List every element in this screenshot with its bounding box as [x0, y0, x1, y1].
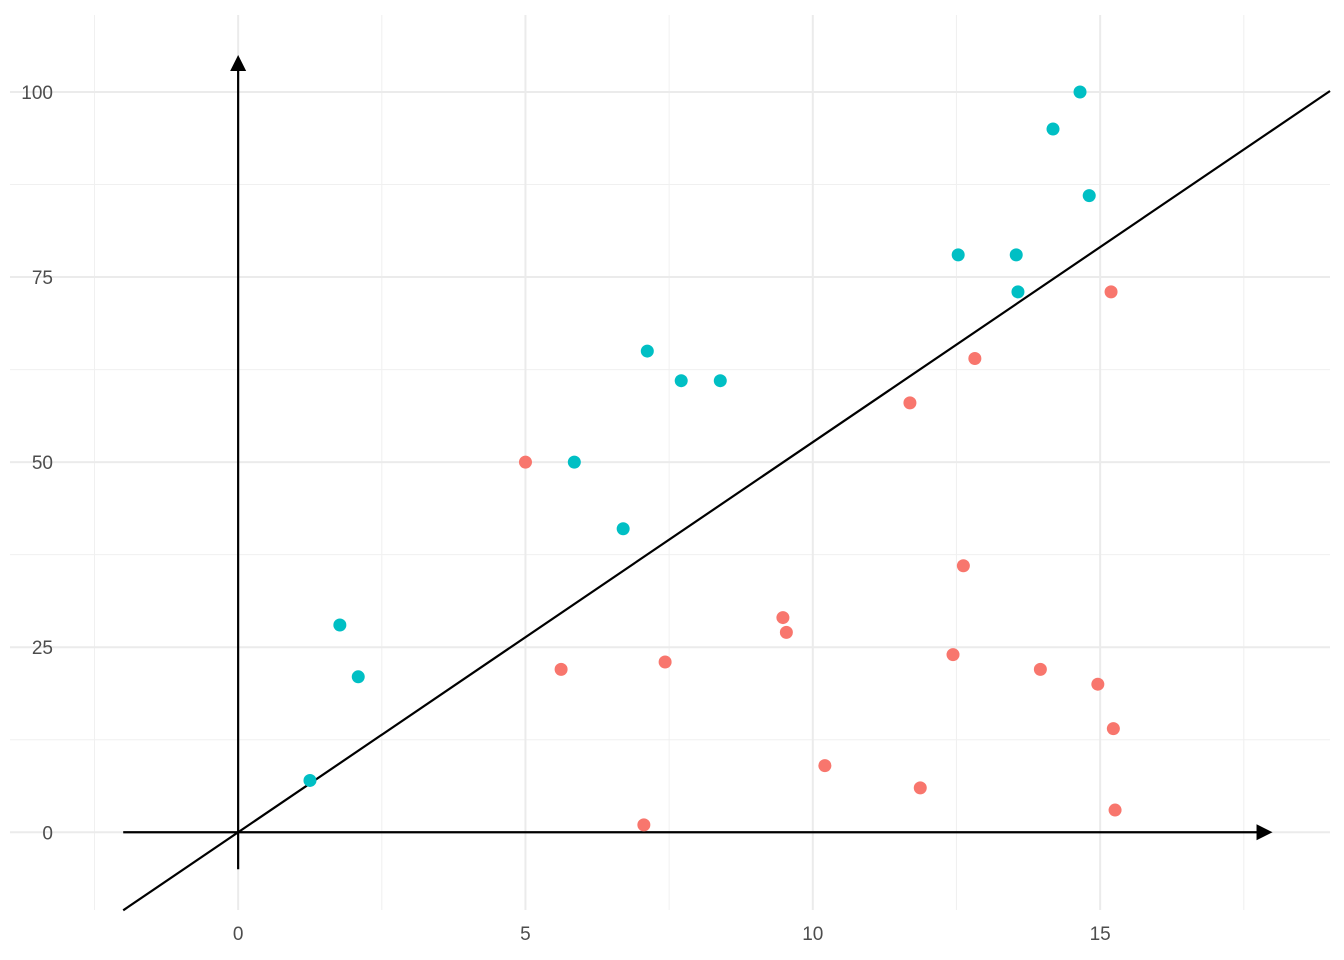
x-tick-label: 15 [1090, 924, 1111, 945]
data-point-above [1011, 285, 1025, 299]
data-point-above [640, 344, 654, 358]
data-point-below [779, 625, 793, 639]
x-tick-label: 0 [233, 924, 244, 945]
data-point-below [968, 351, 982, 365]
data-point-below [1033, 662, 1047, 676]
y-tick-label: 100 [21, 83, 53, 104]
grid [10, 15, 1330, 910]
data-point-above [674, 374, 688, 388]
x-tick-label: 5 [520, 924, 531, 945]
data-point-above [1046, 122, 1060, 136]
y-tick-label: 50 [32, 453, 53, 474]
reference-line [122, 90, 1331, 912]
data-point-below [1106, 722, 1120, 736]
y-tick-label: 75 [32, 268, 53, 289]
data-point-below [818, 759, 832, 773]
data-point-below [1108, 803, 1122, 817]
data-point-below [658, 655, 672, 669]
data-point-above [616, 522, 630, 536]
data-point-above [567, 455, 581, 469]
tick-labels: 0 5 10 15 0 25 50 75 100 [21, 83, 1110, 945]
data-point-above [303, 773, 317, 787]
data-point-above [333, 618, 347, 632]
data-point-below [1091, 677, 1105, 691]
x-tick-label: 10 [802, 924, 823, 945]
data-point-below [554, 662, 568, 676]
data-point-below [518, 455, 532, 469]
y-tick-label: 0 [42, 823, 53, 844]
data-point-above [951, 248, 965, 262]
y-tick-label: 25 [32, 638, 53, 659]
data-point-above [1073, 85, 1087, 99]
data-point-below [637, 818, 651, 832]
x-arrowhead-icon [1256, 824, 1273, 841]
data-point-below [1104, 285, 1118, 299]
axes [122, 54, 1331, 912]
data-point-above [1082, 189, 1096, 203]
data-point-above [713, 374, 727, 388]
data-point-below [956, 559, 970, 573]
data-point-below [903, 396, 917, 410]
data-point-above [1009, 248, 1023, 262]
points [303, 85, 1122, 832]
data-point-below [776, 611, 790, 625]
data-point-below [946, 648, 960, 662]
data-point-below [913, 781, 927, 795]
data-point-above [351, 670, 365, 684]
y-arrowhead-icon [230, 54, 247, 71]
